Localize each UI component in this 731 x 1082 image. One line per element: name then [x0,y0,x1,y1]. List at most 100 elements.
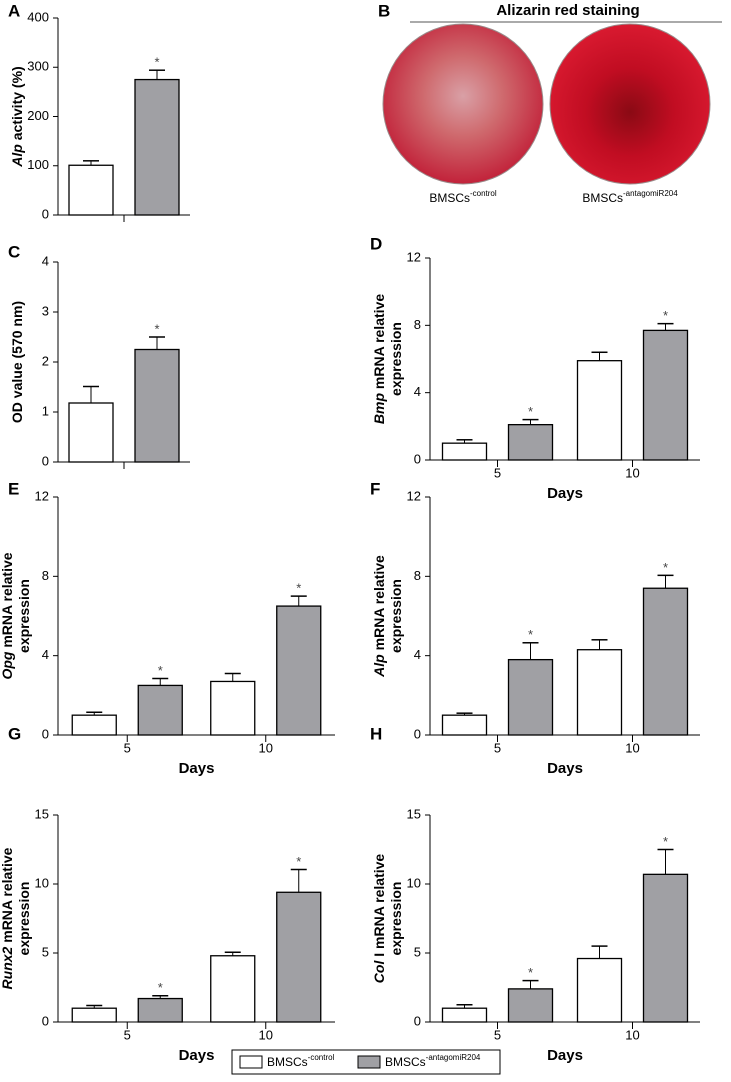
y-axis-label-part: Bmp [371,393,387,425]
y-axis-label: OD value (570 nm) [9,301,25,423]
y-tick-label: 5 [42,944,49,959]
y-axis-label-part: expression [388,882,404,956]
bar [71,1007,117,1023]
y-tick-label: 0 [414,726,421,741]
legend-item-text: BMSCs [267,1055,308,1069]
bar [507,423,554,461]
y-tick-label: 0 [42,453,49,468]
panel-title: Alizarin red staining [496,2,639,19]
y-axis-label-part: mRNA relative [0,847,15,946]
bar [576,360,623,461]
y-tick-label: 0 [42,206,49,221]
x-tick-label: 5 [124,1027,131,1042]
y-axis-label: Col I mRNA relative [371,854,387,984]
y-axis-label-part: mRNA relative [371,555,387,654]
y-tick-label: 300 [27,59,49,74]
y-axis-label: expression [16,579,32,653]
y-tick-label: 0 [42,726,49,741]
significance-mark: * [528,627,533,642]
y-axis-label-part: Opg [0,651,15,679]
caption-sup: -antagomiR204 [623,189,678,198]
bar [134,78,180,216]
dish-image [549,23,711,185]
dish-image [382,23,544,185]
bar [642,329,689,461]
y-axis-label-part: expression [388,322,404,396]
x-axis-label: Days [547,1047,583,1064]
panel-label: C [8,242,20,261]
bar [642,873,689,1023]
y-axis-label-part: activity (%) [9,66,25,144]
y-tick-label: 4 [414,384,421,399]
bar [507,988,554,1023]
bar [210,680,256,736]
y-axis-label-part: Alp [371,654,387,678]
y-axis-label-part: mRNA relative [371,294,387,393]
bar [71,714,117,736]
bar [441,1007,488,1023]
significance-mark: * [528,404,533,419]
caption-sup: -control [470,189,497,198]
bar [137,997,183,1023]
panel-label: F [370,479,380,498]
y-tick-label: 10 [407,875,421,890]
y-tick-label: 200 [27,108,49,123]
x-tick-label: 5 [494,1027,501,1042]
bar [576,649,623,736]
y-tick-label: 5 [414,944,421,959]
x-axis-label: Days [547,760,583,777]
x-tick-label: 10 [259,1027,273,1042]
panel-label: A [8,1,20,20]
y-axis-label: expression [16,882,32,956]
bar [642,587,689,736]
y-tick-label: 0 [414,1013,421,1028]
significance-mark: * [158,980,163,995]
y-axis-label: Bmp mRNA relative [371,294,387,424]
bar [276,605,322,736]
x-tick-label: 5 [124,740,131,755]
panel-label: H [370,724,382,743]
y-axis-label-part: OD value (570 nm) [9,301,25,423]
y-tick-label: 12 [407,488,421,503]
y-tick-label: 12 [35,488,49,503]
y-axis-label-part: expression [388,579,404,653]
significance-mark: * [296,581,301,596]
bar [137,684,183,736]
caption-text: BMSCs [429,191,470,205]
y-axis-label-part: mRNA relative [0,552,15,651]
x-axis-label: Days [547,485,583,502]
caption: BMSCs-control [429,189,497,205]
y-tick-label: 12 [407,249,421,264]
bar [507,658,554,736]
y-axis-label: expression [388,882,404,956]
legend-item-sup: -antagomiR204 [426,1053,481,1062]
significance-mark: * [663,308,668,323]
y-axis-label: Alp activity (%) [9,66,25,167]
y-axis-label: Opg mRNA relative [0,552,15,679]
x-tick-label: 10 [625,1027,639,1042]
bar [210,955,256,1023]
y-axis-label-part: I mRNA relative [371,854,387,961]
bar [441,442,488,461]
x-axis-label: Days [179,1047,215,1064]
significance-mark: * [296,854,301,869]
y-tick-label: 8 [414,568,421,583]
y-axis-label-part: expression [16,579,32,653]
caption-text: BMSCs [582,191,623,205]
y-axis-label-part: Col [371,960,387,984]
significance-mark: * [154,55,159,70]
y-axis-label: expression [388,322,404,396]
y-tick-label: 8 [42,568,49,583]
legend-item: BMSCs-antagomiR204 [385,1053,481,1069]
caption: BMSCs-antagomiR204 [582,189,678,205]
y-tick-label: 4 [42,647,49,662]
significance-mark: * [158,663,163,678]
legend-swatch [239,1055,263,1069]
panel-label: G [8,724,21,743]
significance-mark: * [663,560,668,575]
y-axis-label-part: Alp [9,144,25,168]
y-axis-label-part: Runx2 [0,946,15,989]
significance-mark: * [528,965,533,980]
x-tick-label: 10 [625,740,639,755]
y-tick-label: 10 [35,875,49,890]
